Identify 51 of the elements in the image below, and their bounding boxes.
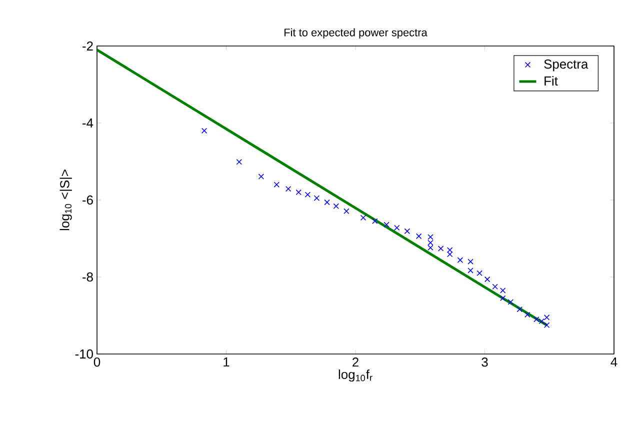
point <box>304 192 311 198</box>
y-tick-label: -2 <box>82 41 93 51</box>
point <box>516 306 523 312</box>
x-tick-label: 4 <box>610 358 618 366</box>
legend-label: Fit <box>544 76 558 86</box>
x-axis-title: log$_{10}$f$_{r}$ <box>338 370 372 382</box>
point <box>314 195 320 201</box>
point <box>544 322 550 328</box>
chart-title: Fit to expected power spectra <box>284 28 428 38</box>
point <box>372 218 378 224</box>
point <box>457 257 464 263</box>
point <box>484 276 490 282</box>
point <box>500 288 506 294</box>
point <box>468 258 474 264</box>
point <box>404 228 410 234</box>
point <box>544 314 550 320</box>
point <box>524 312 530 318</box>
point <box>438 246 444 252</box>
x-tick-label: 2 <box>352 358 358 367</box>
point <box>468 268 474 274</box>
point <box>446 247 453 253</box>
point <box>384 222 390 228</box>
point <box>492 284 498 290</box>
point <box>416 233 422 240</box>
point <box>324 199 330 206</box>
point <box>360 214 366 221</box>
legend-label: Spectra <box>544 60 588 72</box>
point <box>258 174 264 180</box>
y-tick-label: -8 <box>82 272 93 282</box>
y-tick-label: -4 <box>82 118 94 128</box>
point <box>508 299 514 305</box>
x-tick-label: 0 <box>94 358 100 367</box>
point <box>446 251 453 258</box>
point <box>236 159 242 165</box>
point <box>428 240 434 246</box>
point <box>428 234 434 240</box>
point <box>476 270 482 276</box>
point <box>428 244 434 251</box>
x-tick-label: 1 <box>224 358 230 366</box>
y-tick-label: -6 <box>82 195 93 205</box>
point <box>274 182 280 188</box>
point <box>394 224 400 231</box>
point <box>500 295 506 302</box>
point <box>344 208 350 214</box>
point <box>285 186 292 192</box>
y-tick-label: -10 <box>75 349 93 359</box>
point <box>201 128 208 134</box>
point <box>333 203 339 210</box>
y-axis-title: log$_{10}$ <|S|> <box>60 170 72 230</box>
x-tick-label: 3 <box>482 358 488 367</box>
point <box>296 189 302 196</box>
